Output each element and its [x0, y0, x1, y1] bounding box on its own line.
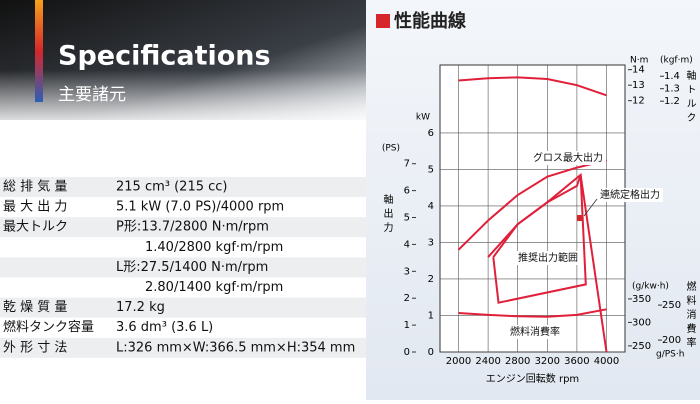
axis-tick-label: 200 [662, 335, 681, 346]
row-value: 1.40/2800 kgf·m/rpm [145, 240, 283, 255]
axis-tick-label: 250 [662, 300, 681, 311]
row-label: 最大トルク [3, 220, 68, 235]
row-band [0, 177, 366, 197]
row-value: 3.6 dm³ (3.6 L) [116, 320, 213, 335]
x-tick-label: 3200 [535, 356, 560, 367]
row-value: L:326 mm×W:366.5 mm×H:354 mm [116, 340, 355, 355]
x-tick-label: 2800 [505, 356, 530, 367]
row-label: 燃料タンク容量 [3, 319, 94, 335]
series-label: 燃料消費率 [510, 325, 560, 338]
axis-unit: N·m [630, 56, 648, 66]
row-band [0, 297, 366, 318]
axis-tick-label: 350 [632, 294, 651, 305]
label-bg [515, 251, 581, 265]
axis-tick-label: 0 [404, 347, 410, 358]
row-label: 最 大 出 力 [3, 200, 67, 215]
series-line [492, 172, 587, 304]
rated-point [577, 215, 583, 221]
row-label: 外 形 寸 法 [3, 340, 67, 355]
axis-tick-label: 1 [404, 320, 410, 331]
axis-tick-label: 3 [404, 266, 410, 277]
row-value: L形:27.5/1400 N·m/rpm [116, 260, 268, 275]
series-label: グロス最大出力 [533, 151, 603, 164]
series-label: 推奨出力範囲 [518, 251, 578, 264]
axis-tick-label: 13 [632, 80, 645, 91]
axis-tick-label: 250 [632, 341, 651, 352]
header-title: Specifications [58, 41, 271, 72]
row-band [0, 217, 366, 238]
axis-title: 燃料消費率 [684, 280, 696, 351]
axis-tick-label: 5 [404, 213, 410, 224]
axis-tick-label: 2 [404, 293, 410, 304]
row-value: 2.80/1400 kgf·m/rpm [145, 280, 283, 295]
row-value: P形:13.7/2800 N·m/rpm [116, 220, 269, 235]
label-bg [597, 188, 663, 202]
row-band [0, 257, 366, 278]
axis-title: 軸出力 [381, 193, 393, 236]
axis-unit: (g/kw·h) [632, 282, 669, 292]
axis-title: 軸トルク [684, 69, 696, 126]
axis-tick-label: 1.2 [664, 96, 680, 107]
axis-tick-label: 1.4 [664, 71, 680, 82]
row-band [0, 337, 366, 358]
axis-tick-label: 4 [428, 201, 434, 212]
axis-tick-label: 2 [428, 274, 434, 285]
axis-tick-label: 1 [428, 310, 434, 321]
x-tick-label: 2000 [446, 356, 471, 367]
axis-tick-label: 300 [632, 317, 651, 328]
series-line [458, 308, 607, 318]
x-tick-label: 2400 [475, 356, 500, 367]
series-line [458, 76, 607, 97]
axis-tick-label: 6 [404, 186, 410, 197]
x-tick-label: 3600 [564, 356, 589, 367]
row-value: 215 cm³ (215 cc) [116, 180, 227, 195]
header-fade [0, 70, 366, 130]
axis-tick-label: 1.3 [664, 84, 680, 95]
row-label: 乾 燥 質 量 [3, 300, 67, 315]
plot-area [439, 64, 626, 353]
chart-title: 性能曲線 [394, 10, 466, 32]
x-tick-label: 4000 [594, 356, 619, 367]
axis-unit: (kgf·m) [660, 56, 693, 66]
axis-tick-label: 6 [428, 128, 434, 139]
axis-tick-label: 5 [428, 164, 434, 175]
label-bg [507, 325, 563, 339]
title-icon [376, 14, 390, 28]
x-axis-label: エンジン回転数 rpm [486, 372, 579, 385]
header-subtitle: 主要諸元 [58, 85, 126, 105]
series-label: 連続定格出力 [600, 188, 660, 201]
axis-tick-label: 14 [632, 65, 645, 76]
axis-tick-label: 3 [428, 237, 434, 248]
axis-tick-label: 7 [404, 159, 410, 170]
leader [583, 198, 598, 217]
axis-unit: g/PS·h [656, 350, 684, 360]
axis-tick-label: 0 [428, 347, 434, 358]
axis-tick-label: 12 [632, 96, 645, 107]
row-value: 5.1 kW (7.0 PS)/4000 rpm [116, 200, 284, 215]
axis-unit: (PS) [382, 144, 400, 154]
row-label: 総 排 気 量 [3, 179, 67, 195]
row-value: 17.2 kg [116, 300, 165, 315]
label-bg [530, 151, 606, 165]
accent-bar [35, 0, 43, 102]
axis-unit: kW [416, 113, 430, 123]
axis-tick-label: 4 [404, 239, 410, 250]
series-line [457, 159, 607, 251]
